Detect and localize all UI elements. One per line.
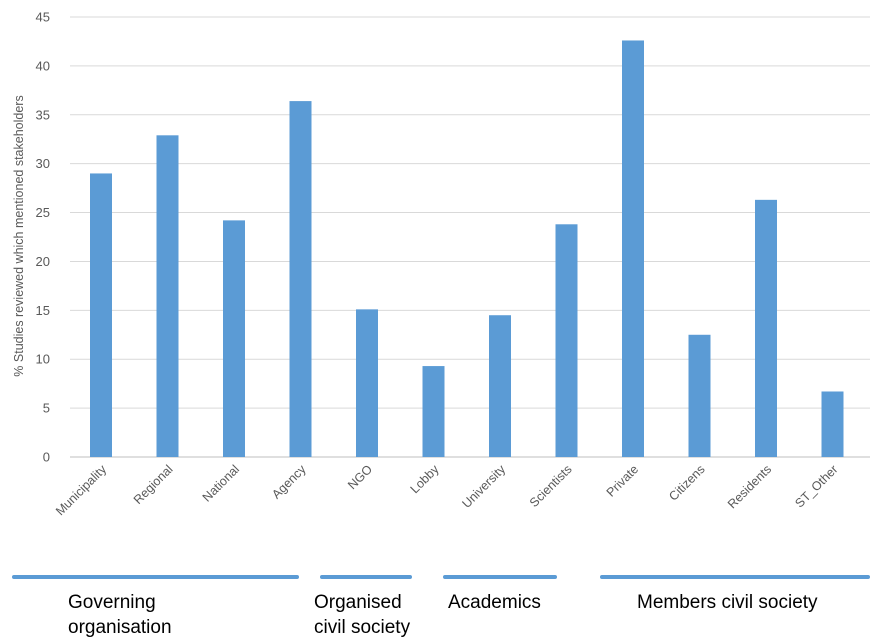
bar-regional	[156, 135, 179, 458]
y-tick-label: 10	[36, 352, 50, 367]
y-axis-ticks: 0 5 10 15 20 25 30 35 40 45	[36, 10, 50, 465]
bar-agency	[289, 101, 312, 457]
y-tick-label: 45	[36, 10, 50, 25]
x-tick-label: Citizens	[666, 462, 707, 503]
group-underline	[12, 575, 299, 579]
group-underline	[600, 575, 870, 579]
y-tick-label: 25	[36, 205, 50, 220]
x-tick-label: University	[459, 462, 508, 511]
group-label: Organised civil society	[314, 592, 411, 638]
bar-chart: 0 5 10 15 20 25 30 35 40 45 Municipality Regional N…	[12, 10, 870, 519]
x-tick-label: Lobby	[408, 462, 443, 497]
bar-st-other	[821, 391, 844, 457]
y-tick-label: 0	[43, 450, 50, 465]
y-tick-label: 5	[43, 401, 50, 416]
bar-municipality	[90, 173, 112, 457]
bar-university	[489, 315, 511, 457]
x-tick-label: ST_Other	[792, 462, 840, 510]
x-tick-label: NGO	[345, 462, 375, 492]
y-tick-label: 30	[36, 156, 50, 171]
bars	[90, 40, 844, 458]
x-tick-label: Agency	[269, 462, 309, 502]
x-tick-label: National	[200, 462, 242, 504]
group-label: Members civil society	[637, 592, 818, 613]
bar-national	[223, 220, 245, 457]
x-tick-label: Private	[604, 462, 641, 499]
group-label: Governing organisation	[68, 592, 172, 638]
x-tick-label: Regional	[131, 462, 176, 507]
bar-scientists	[555, 224, 578, 457]
y-axis-label: % Studies reviewed which mentioned stake…	[12, 95, 26, 376]
x-axis-labels: Municipality Regional National Agency NGO Lob…	[53, 462, 841, 519]
bar-residents	[755, 199, 777, 457]
y-tick-label: 20	[36, 254, 50, 269]
bar-citizens	[688, 334, 711, 457]
bar-ngo	[356, 309, 378, 457]
group-underline	[320, 575, 412, 579]
y-tick-label: 15	[36, 303, 50, 318]
gridlines	[70, 16, 870, 458]
y-tick-label: 40	[36, 58, 50, 73]
bar-lobby	[422, 366, 445, 457]
x-tick-label: Municipality	[53, 462, 110, 519]
x-tick-label: Residents	[725, 462, 774, 511]
bar-private	[622, 40, 644, 457]
x-tick-label: Scientists	[527, 462, 575, 510]
group-label: Academics	[448, 592, 541, 613]
y-tick-label: 35	[36, 107, 50, 122]
group-underline	[443, 575, 557, 579]
